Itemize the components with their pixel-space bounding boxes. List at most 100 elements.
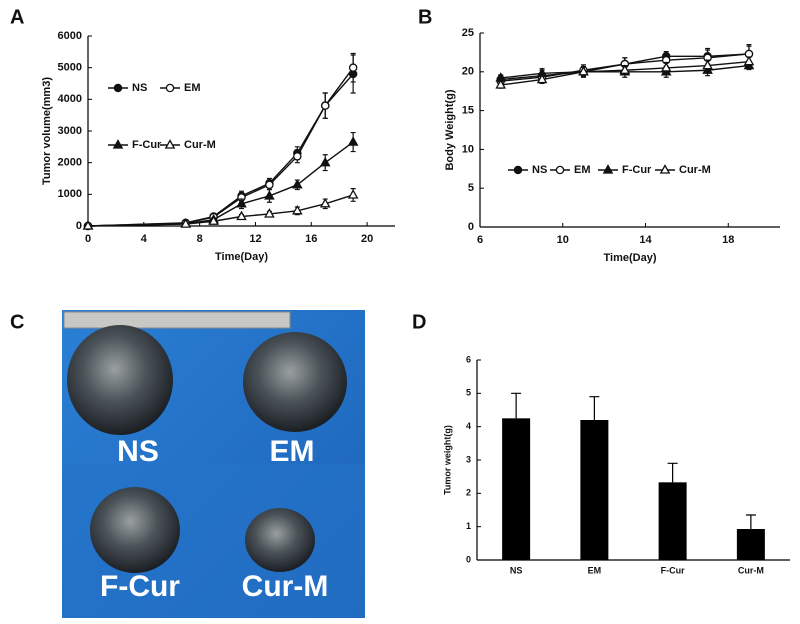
legend-marker [164, 139, 176, 149]
marker [264, 190, 275, 200]
x-tick-label: 18 [722, 234, 734, 246]
bar [736, 529, 765, 560]
marker [292, 179, 303, 189]
marker [264, 208, 275, 218]
marker [236, 210, 247, 221]
series-line [87, 194, 354, 227]
marker [236, 198, 247, 208]
y-tick-label: 5 [468, 182, 474, 194]
series-line [87, 73, 354, 227]
y-tick-label: 2000 [58, 157, 82, 169]
y-tick-label: 6 [466, 354, 471, 364]
legend-label: F-Cur [622, 164, 652, 176]
y-tick-label: 0 [468, 221, 474, 233]
legend-marker [602, 164, 614, 174]
error-bar [667, 462, 678, 483]
marker [293, 152, 302, 161]
tumor-photo: C NS EM F-Cur Cur-M [10, 310, 365, 618]
error-bar [745, 514, 756, 529]
y-axis-label: Tumor volume(mm3) [41, 77, 53, 185]
tumor [243, 332, 347, 432]
photo-label: F-Cur [100, 570, 180, 603]
marker [347, 136, 359, 146]
legend-label: EM [574, 164, 591, 176]
panel-label: B [418, 6, 432, 28]
error-bar [589, 396, 600, 420]
y-tick-label: 0 [466, 554, 471, 564]
bar [502, 418, 531, 560]
legend-marker [513, 165, 523, 175]
marker [319, 198, 331, 208]
legend-label: EM [184, 82, 201, 94]
x-tick-label: Cur-M [738, 565, 764, 575]
marker [348, 63, 358, 72]
panel-label: A [10, 6, 24, 28]
marker [180, 218, 191, 228]
marker [265, 180, 274, 190]
marker [743, 55, 755, 66]
x-tick-label: F-Cur [661, 565, 685, 575]
y-tick-label: 0 [76, 220, 82, 232]
y-tick-label: 5 [466, 388, 471, 398]
y-tick-label: 6000 [58, 30, 82, 42]
legend-marker [659, 164, 671, 174]
y-tick-label: 20 [462, 66, 474, 78]
y-tick-label: 2 [466, 488, 471, 498]
x-tick-label: 14 [639, 234, 652, 246]
marker [495, 79, 506, 89]
x-tick-label: 16 [305, 233, 317, 245]
marker [536, 73, 548, 84]
marker [82, 220, 94, 230]
legend-label: Cur-M [184, 139, 216, 151]
x-tick-label: 10 [557, 234, 569, 246]
photo-label: NS [117, 435, 159, 468]
tumor [67, 325, 173, 435]
marker [347, 189, 359, 199]
y-tick-label: 25 [462, 27, 474, 39]
y-tick-label: 15 [462, 105, 474, 117]
series-line [87, 141, 354, 227]
y-tick-label: 5000 [58, 62, 82, 74]
legend-label: F-Cur [132, 139, 162, 151]
x-tick-label: 4 [141, 233, 148, 245]
x-tick-label: 0 [85, 233, 91, 245]
panel-label: C [10, 311, 24, 333]
y-tick-label: 1000 [58, 188, 82, 200]
photo-label: EM [270, 435, 315, 468]
y-tick-label: 4 [466, 421, 471, 431]
x-tick-label: EM [588, 565, 602, 575]
marker [660, 62, 672, 72]
marker [208, 215, 219, 225]
tumor [90, 487, 180, 573]
x-tick-label: 20 [361, 233, 373, 245]
y-tick-label: 3000 [58, 125, 82, 137]
legend-marker [165, 83, 175, 93]
bar [580, 420, 609, 560]
x-tick-label: 6 [477, 234, 483, 246]
y-tick-label: 10 [462, 143, 474, 155]
series-line [87, 67, 354, 227]
y-tick-label: 3 [466, 454, 471, 464]
marker [619, 64, 631, 74]
y-tick-label: 4000 [58, 93, 82, 105]
x-tick-label: NS [510, 565, 523, 575]
x-axis-label: Time(Day) [604, 252, 657, 264]
legend-label: NS [532, 164, 547, 176]
x-tick-label: 8 [197, 233, 203, 245]
panel-label: D [412, 311, 426, 333]
x-tick-label: 12 [249, 233, 261, 245]
tumor [245, 508, 315, 572]
y-axis-label: Body Weight(g) [444, 89, 456, 170]
y-axis-label: Tumor weight(g) [442, 425, 452, 495]
x-axis-label: Time(Day) [215, 251, 268, 263]
legend-label: NS [132, 82, 147, 94]
legend-marker [113, 83, 123, 93]
marker [319, 156, 331, 167]
legend-marker [555, 165, 565, 175]
marker [702, 59, 713, 70]
y-tick-label: 1 [466, 521, 471, 531]
marker [320, 101, 330, 110]
error-bar [511, 392, 522, 419]
bar [658, 482, 687, 560]
